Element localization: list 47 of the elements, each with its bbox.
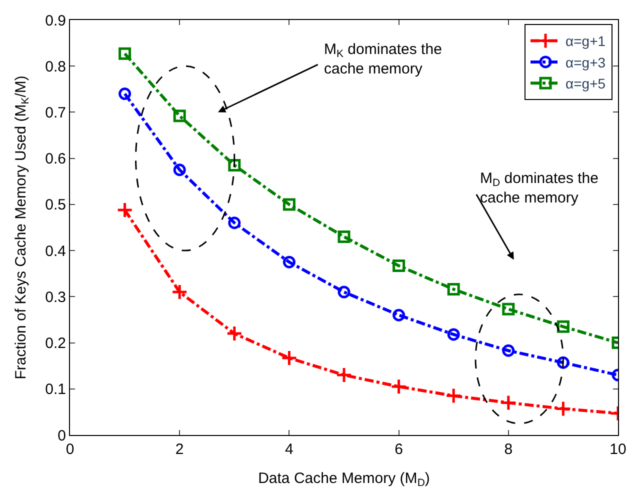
y-tick-label: 0.6 bbox=[45, 150, 66, 168]
y-tick-label: 0.5 bbox=[45, 196, 66, 214]
point bbox=[392, 308, 406, 322]
annotation: M$_{K}$ dominates the cache memory bbox=[324, 41, 442, 78]
point bbox=[282, 198, 296, 211]
point bbox=[447, 328, 460, 341]
point bbox=[171, 284, 188, 300]
point bbox=[338, 286, 350, 298]
y-tick-label: 0.7 bbox=[45, 104, 66, 122]
point bbox=[447, 283, 460, 296]
x-tick-label: 6 bbox=[394, 441, 403, 458]
y-tick-label: 0.9 bbox=[45, 12, 66, 30]
legend-label: α=g+3 bbox=[566, 54, 606, 70]
point bbox=[390, 378, 408, 395]
point bbox=[502, 344, 515, 357]
point bbox=[118, 88, 132, 100]
point bbox=[118, 47, 132, 60]
point bbox=[392, 260, 406, 272]
y-tick-label: 0.8 bbox=[45, 58, 66, 76]
point bbox=[556, 320, 570, 333]
legend-label: α=g+5 bbox=[566, 76, 606, 92]
x-tick-label: 4 bbox=[285, 441, 294, 458]
point bbox=[228, 216, 241, 230]
point bbox=[116, 202, 134, 218]
point bbox=[280, 350, 298, 366]
point bbox=[445, 388, 462, 404]
point bbox=[500, 394, 517, 411]
x-tick-label: 8 bbox=[504, 441, 513, 458]
x-tick-label: 2 bbox=[175, 441, 184, 458]
y-tick-label: 0 bbox=[58, 427, 66, 444]
point bbox=[554, 400, 572, 417]
legend-label: α=g+1 bbox=[566, 33, 606, 50]
y-tick-label: 0.4 bbox=[45, 242, 66, 260]
x-axis-title: Data Cache Memory (M$_{D}$) bbox=[258, 470, 430, 490]
point bbox=[282, 256, 296, 268]
annotation: M$_{D}$ dominates the cache memory bbox=[480, 170, 598, 206]
y-tick-label: 0.3 bbox=[45, 288, 66, 306]
point bbox=[336, 366, 352, 384]
point bbox=[226, 325, 243, 342]
point bbox=[338, 230, 350, 243]
point bbox=[173, 110, 186, 122]
point bbox=[502, 302, 515, 316]
x-tick-label: 10 bbox=[610, 441, 626, 458]
point bbox=[228, 159, 241, 172]
point bbox=[173, 164, 186, 176]
y-tick-label: 0.1 bbox=[45, 381, 66, 398]
y-tick-label: 0.2 bbox=[45, 335, 66, 352]
